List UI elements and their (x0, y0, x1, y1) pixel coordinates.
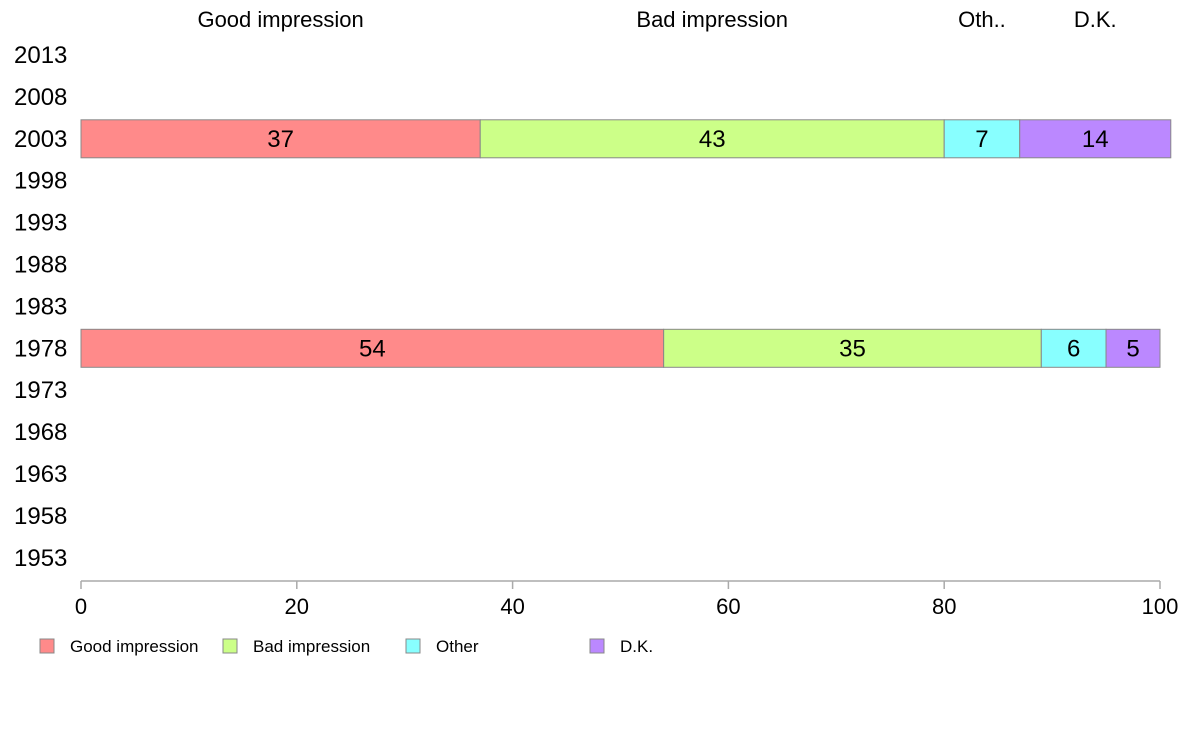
y-tick-label: 1973 (14, 377, 67, 404)
x-tick-label: 100 (1142, 594, 1179, 619)
x-tick-label: 20 (285, 594, 309, 619)
data-label: 35 (839, 335, 866, 362)
x-tick-label: 60 (716, 594, 740, 619)
data-label: 7 (975, 126, 988, 153)
x-tick-label: 40 (500, 594, 524, 619)
y-tick-label: 1953 (14, 545, 67, 572)
legend-label: Good impression (70, 637, 199, 656)
bar-segment (1105, 328, 1161, 368)
y-tick-label: 1998 (14, 168, 67, 195)
top-series-label: D.K. (1074, 7, 1117, 32)
legend-swatch (39, 638, 55, 654)
bar-segment (943, 119, 1021, 159)
top-series-label: Oth.. (958, 7, 1006, 32)
legend-label: Other (436, 637, 479, 656)
legend-swatch (589, 638, 605, 654)
bar-segment (1040, 328, 1107, 368)
bars: 54 35 6 5 37 43 7 14 (80, 119, 1172, 368)
legend-label: Bad impression (253, 637, 370, 656)
top-series-label: Good impression (197, 7, 363, 32)
legend-swatch (405, 638, 421, 654)
y-tick-label: 1963 (14, 461, 67, 488)
top-labels: Good impression Bad impression Oth.. D.K. (197, 7, 1116, 32)
x-tick-label: 0 (75, 594, 87, 619)
y-tick-label: 2013 (14, 42, 67, 69)
y-tick-label: 1978 (14, 335, 67, 362)
y-tick-label: 2008 (14, 84, 67, 111)
x-axis: 0 20 40 60 80 100 (75, 580, 1179, 619)
y-tick-label: 1983 (14, 293, 67, 320)
data-label: 54 (359, 335, 386, 362)
y-tick-label: 1988 (14, 252, 67, 279)
data-label: 6 (1067, 335, 1080, 362)
y-tick-label: 1993 (14, 210, 67, 237)
data-label: 43 (699, 126, 726, 153)
bar-segment (80, 328, 665, 368)
data-label: 14 (1082, 126, 1109, 153)
top-series-label: Bad impression (636, 7, 788, 32)
legend-label: D.K. (620, 637, 653, 656)
y-tick-label: 1958 (14, 503, 67, 530)
bar-segment (663, 328, 1042, 368)
bar-segment (479, 119, 945, 159)
y-tick-label: 1968 (14, 419, 67, 446)
bar-segment (1019, 119, 1172, 159)
data-label: 5 (1126, 335, 1139, 362)
bar-segment (80, 119, 481, 159)
legend: Good impression Bad impression Other D.K. (39, 637, 653, 656)
y-tick-label: 2003 (14, 126, 67, 153)
data-label: 37 (267, 126, 294, 153)
legend-swatch (222, 638, 238, 654)
y-axis-labels: 1953 1958 1963 1968 1973 1978 1983 1988 1993 1998… (14, 42, 67, 572)
x-tick-label: 80 (932, 594, 956, 619)
